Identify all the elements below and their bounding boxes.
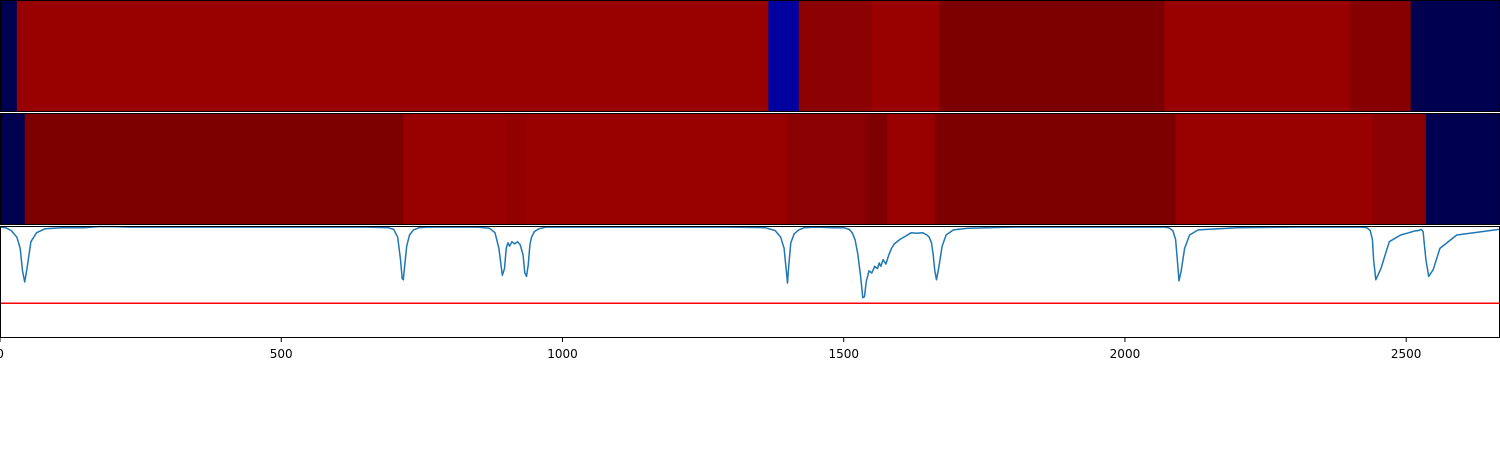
signal-line (0, 225, 1500, 299)
track-2-segment (934, 113, 1177, 225)
track-1-segment (1164, 0, 1351, 112)
track-2-segment (1425, 113, 1500, 225)
line-panel (0, 225, 1500, 338)
x-tick-label: 2000 (1110, 347, 1141, 361)
track-2-segment (1175, 113, 1373, 225)
x-axis: 0 500 1000 1500 2000 2500 (0, 338, 1421, 361)
track-1-segment (1349, 0, 1412, 112)
track-2-segment (787, 113, 866, 225)
track-2-segment (887, 113, 936, 225)
x-tick-label: 1000 (547, 347, 578, 361)
track-2-segment (24, 113, 404, 225)
track-1-segment (939, 0, 1165, 112)
track-1-segment (798, 0, 873, 112)
x-tick-label: 500 (270, 347, 293, 361)
line-panel-background (0, 226, 1499, 338)
track-2-segment (403, 113, 507, 225)
x-tick-label: 1500 (828, 347, 859, 361)
track-1-segment (768, 0, 800, 112)
track-1-segment (0, 0, 18, 112)
x-tick-label: 0 (0, 347, 4, 361)
track-2-segment (0, 113, 26, 225)
track-2-segment (865, 113, 888, 225)
x-tick-label: 2500 (1391, 347, 1422, 361)
track-1-segment (16, 0, 769, 112)
heatmap-track-1 (0, 0, 1500, 112)
track-2-segment (506, 113, 527, 225)
heatmap-track-2 (0, 113, 1500, 225)
track-2-segment (1372, 113, 1427, 225)
track-1-segment (871, 0, 940, 112)
track-2-segment (525, 113, 788, 225)
track-1-segment (1410, 0, 1500, 112)
